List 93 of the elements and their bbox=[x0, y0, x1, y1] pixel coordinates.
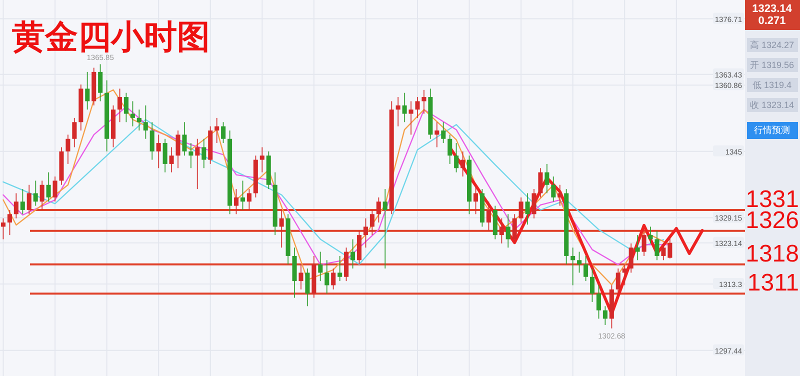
text: 0.271 bbox=[758, 15, 786, 27]
candlestick bbox=[182, 122, 187, 156]
candlestick bbox=[98, 64, 103, 102]
candlestick bbox=[279, 209, 284, 248]
candlestick bbox=[396, 96, 400, 127]
candlestick bbox=[628, 242, 634, 274]
candlestick bbox=[33, 180, 38, 206]
candlestick bbox=[402, 92, 407, 123]
candlestick bbox=[14, 192, 18, 219]
candlestick bbox=[538, 168, 543, 198]
candlestick bbox=[551, 176, 556, 202]
candlestick bbox=[176, 130, 180, 169]
candlestick bbox=[350, 238, 356, 270]
candlestick bbox=[338, 255, 342, 282]
candlestick bbox=[234, 188, 239, 215]
candlestick bbox=[324, 260, 330, 294]
text: 高 1324.27 bbox=[750, 40, 794, 50]
candlestick bbox=[363, 218, 368, 248]
candlestick bbox=[0, 218, 6, 240]
candlestick bbox=[570, 247, 576, 286]
candlestick bbox=[7, 209, 12, 236]
candlestick bbox=[26, 184, 32, 215]
candlestick bbox=[72, 117, 77, 148]
candlestick bbox=[202, 138, 206, 169]
candlestick bbox=[318, 251, 323, 282]
candlestick bbox=[602, 306, 608, 326]
candlestick bbox=[635, 234, 640, 261]
candlestick bbox=[150, 122, 154, 160]
candlestick bbox=[20, 188, 25, 215]
candlestick bbox=[460, 150, 466, 177]
ref-line-label: 1326 bbox=[746, 206, 799, 234]
candlestick bbox=[305, 268, 310, 307]
candlestick bbox=[382, 188, 388, 270]
candlestick bbox=[422, 89, 426, 114]
candlestick bbox=[577, 251, 582, 274]
candlestick bbox=[473, 184, 478, 215]
ref-line-label: 1318 bbox=[746, 240, 799, 268]
candlestick bbox=[661, 242, 666, 261]
candlestick bbox=[85, 71, 90, 110]
candlestick bbox=[66, 134, 70, 164]
candlestick bbox=[117, 88, 122, 123]
candlestick bbox=[434, 122, 440, 148]
ref-line-label: 1311 bbox=[747, 270, 799, 297]
candlestick bbox=[298, 264, 304, 290]
candlestick bbox=[596, 284, 601, 320]
candlestick bbox=[376, 196, 381, 224]
candlestick bbox=[130, 100, 135, 127]
candlestick bbox=[441, 122, 446, 144]
candlestick bbox=[454, 142, 459, 173]
candlestick bbox=[52, 176, 58, 202]
candlestick bbox=[188, 142, 194, 169]
candlestick bbox=[668, 238, 672, 259]
candlestick bbox=[143, 104, 148, 140]
candlestick bbox=[506, 214, 510, 248]
candlestick bbox=[246, 188, 252, 210]
candlestick bbox=[214, 117, 220, 144]
candlestick bbox=[558, 184, 562, 206]
candlestick bbox=[221, 122, 226, 144]
candlestick bbox=[260, 146, 264, 173]
candlestick bbox=[642, 230, 646, 256]
candlestick bbox=[162, 138, 168, 173]
text: 行情预测 bbox=[754, 125, 790, 135]
candlestick bbox=[512, 214, 517, 244]
candlestick bbox=[590, 268, 595, 302]
text: 1323.14 bbox=[752, 3, 793, 15]
candlestick bbox=[622, 264, 627, 286]
text: 黄金四小时图 bbox=[12, 18, 210, 55]
candlestick bbox=[616, 268, 620, 294]
candlestick bbox=[331, 268, 336, 290]
candlestick bbox=[136, 109, 142, 131]
candlestick bbox=[648, 226, 653, 244]
candlestick bbox=[518, 196, 524, 224]
candlestick bbox=[124, 92, 128, 123]
text: 收 1323.14 bbox=[750, 100, 794, 110]
candlestick bbox=[525, 192, 530, 226]
candlestick bbox=[169, 146, 174, 173]
candlestick bbox=[195, 138, 200, 190]
candlestick bbox=[544, 163, 550, 194]
candlestick bbox=[448, 134, 452, 164]
candlestick bbox=[240, 180, 245, 210]
candlestick bbox=[40, 180, 44, 210]
text: 开 1319.56 bbox=[750, 60, 794, 70]
candlestick bbox=[654, 230, 660, 261]
candlestick bbox=[408, 100, 414, 136]
candlestick bbox=[370, 209, 374, 236]
candlestick bbox=[532, 188, 536, 219]
text: 低 1319.4 bbox=[752, 80, 792, 90]
candlestick bbox=[486, 201, 491, 232]
candlestick bbox=[46, 172, 51, 202]
candlestick bbox=[499, 218, 504, 244]
candlestick bbox=[415, 96, 420, 118]
candlestick bbox=[156, 134, 161, 169]
candlestick bbox=[584, 255, 588, 282]
